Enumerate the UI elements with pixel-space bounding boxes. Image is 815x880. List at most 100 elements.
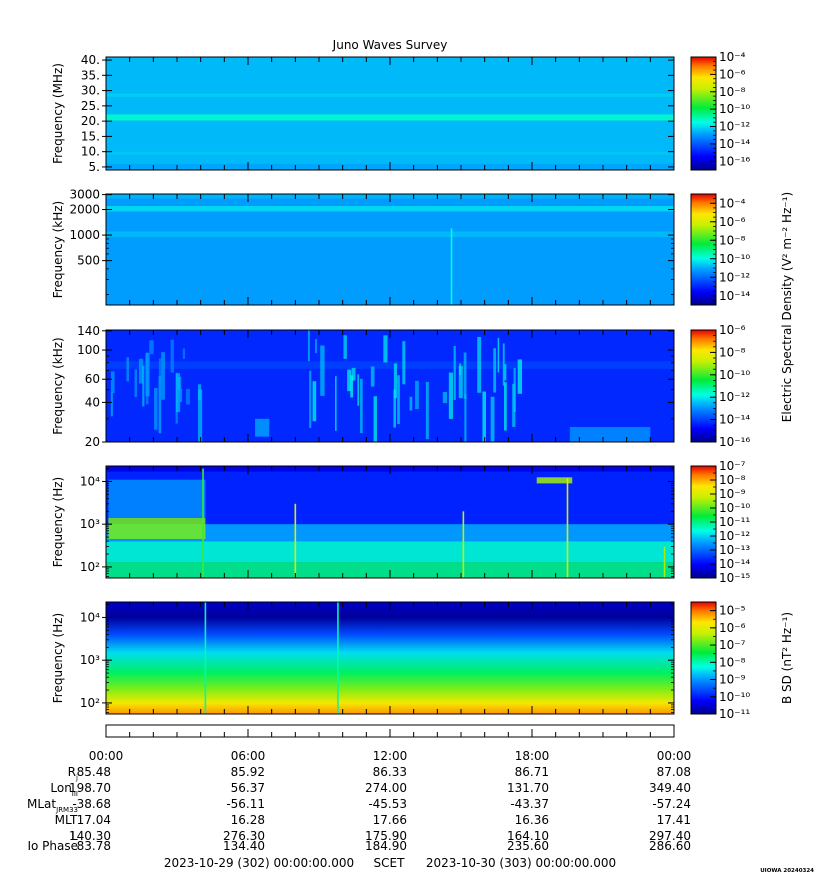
emission-band [106, 231, 674, 237]
spectrogram-image [106, 602, 674, 714]
emission-streak [448, 372, 453, 419]
emission-streak [179, 388, 183, 402]
colorbar-tick-label: 10⁻⁸ [719, 85, 746, 99]
emission-spike [337, 602, 339, 714]
version-stamp: UIOWA 20240324 [760, 868, 814, 874]
emission-band [106, 206, 674, 212]
colorbar-tick-label: 10⁻⁹ [719, 487, 746, 501]
intensity-background [106, 602, 674, 714]
ephemeris-value: 17.04 [77, 813, 111, 827]
y-tick-label: 10² [80, 696, 100, 710]
scet-label: SCET [374, 856, 406, 870]
emission-streak [185, 388, 190, 405]
spectrogram-image [106, 466, 674, 578]
spectrogram-image [106, 330, 674, 442]
ephemeris-value: 276.30 [223, 829, 265, 843]
ephemeris-value: 83.78 [77, 839, 111, 853]
y-axis: 5.10. 15.20.25.30. 35.40. Frequency (MHz) [51, 53, 674, 174]
y-tick-label: 10. [81, 145, 100, 159]
colorbar: 10⁻⁵ 10⁻⁶ 10⁻⁷ 10⁻⁸ 10⁻⁹ 10⁻¹⁰ 10⁻¹¹ B SD (nT² … [690, 601, 794, 721]
ephemeris-value: 16.28 [231, 813, 265, 827]
x-axis-ticks [105, 57, 675, 170]
emission-patch [255, 418, 270, 437]
y-tick-label: 15. [81, 129, 100, 143]
emission-streak [464, 394, 467, 442]
ephemeris-label-subscript: III [72, 790, 78, 798]
colorbar-tick-label: 10⁻⁷ [719, 638, 746, 652]
emission-streak [463, 352, 467, 399]
colorbar-tick-label: 10⁻¹⁴ [719, 289, 750, 303]
y-tick-label: 100 [77, 343, 100, 357]
y-tick-label: 2000 [69, 203, 100, 217]
colorbar-tick-label: 10⁻¹⁴ [719, 137, 750, 151]
emission-streak [497, 337, 500, 373]
emission-streak [360, 378, 363, 434]
emission-patch [108, 479, 206, 518]
x-axis-ticks [105, 330, 675, 442]
intensity-background [106, 194, 674, 305]
ephemeris-label-main: R [68, 765, 76, 779]
emission-patch [569, 427, 651, 442]
colorbar-scale [690, 193, 717, 306]
ephemeris-value: -56.11 [226, 797, 265, 811]
emission-streak [198, 389, 203, 442]
ephemeris-value: 17.41 [657, 813, 691, 827]
y-tick-label: 30. [81, 84, 100, 98]
y-tick-label: 20. [81, 114, 100, 128]
colorbar-tick-label: 10⁻¹⁰ [719, 368, 750, 382]
emission-streak [351, 367, 356, 381]
ephemeris-value: 235.60 [507, 839, 549, 853]
colorbar: 10⁻⁶ 10⁻⁸ 10⁻¹⁰ 10⁻¹² 10⁻¹⁴ 10⁻¹⁶ [690, 323, 750, 449]
emission-streak [504, 364, 507, 381]
ephemeris-label-main: MLT [55, 813, 78, 827]
colorbar-tick-label: 10⁻¹⁶ [719, 154, 750, 168]
y-axis-label: Frequency (MHz) [51, 63, 65, 164]
emission-band [106, 151, 674, 155]
emission-streak [182, 348, 186, 360]
emission-streak [373, 396, 377, 442]
spectrogram-image [106, 194, 674, 305]
y-tick-label: 1000 [69, 228, 100, 242]
ephemeris-label-main: Lon [50, 781, 71, 795]
emission-streak [393, 389, 396, 428]
y-tick-label: 500 [77, 254, 100, 268]
colorbar-tick-label: 10⁻⁶ [719, 215, 746, 229]
ephemeris-value: 85.92 [231, 765, 265, 779]
ephemeris-value: 175.90 [365, 829, 407, 843]
ephemeris-value: -38.68 [72, 797, 111, 811]
ephemeris-value: 56.37 [231, 781, 265, 795]
y-tick-label: 3000 [69, 188, 100, 202]
intensity-background [106, 57, 674, 170]
y-tick-label: 20 [85, 435, 100, 449]
spectrogram-image [106, 57, 674, 170]
colorbar-tick-label: 10⁻⁴ [719, 196, 746, 210]
y-axis-label: Frequency (Hz) [51, 477, 65, 568]
colorbar-tick-label: 10⁻¹⁴ [719, 557, 750, 571]
emission-streak [126, 357, 129, 382]
ephemeris-label-subscript: JRM33 [55, 806, 78, 814]
spectrogram-panel-1: 5.10. 15.20.25.30. 35.40. Frequency (MHz) 10… [51, 50, 750, 174]
emission-streak [142, 365, 145, 407]
emission-streak [458, 366, 463, 399]
emission-spike [462, 511, 465, 578]
emission-streak [158, 376, 162, 434]
colorbar-scale [690, 329, 717, 443]
ephemeris-value: -57.24 [652, 797, 691, 811]
colorbar-tick-label: 10⁻⁸ [719, 345, 746, 359]
colorbar-tick-label: 10⁻⁸ [719, 473, 746, 487]
y-tick-label: 35. [81, 68, 100, 82]
emission-spike [204, 602, 207, 714]
colorbar-tick-label: 10⁻¹² [719, 390, 750, 404]
emission-spike [294, 503, 297, 578]
emission-streak [175, 373, 181, 413]
y-tick-label: 10² [80, 560, 100, 574]
y-tick-label: 10³ [80, 517, 100, 531]
colorbar-tick-label: 10⁻¹⁶ [719, 435, 750, 449]
emission-streak [370, 366, 375, 387]
ephemeris-value: 297.40 [649, 829, 691, 843]
ephemeris-row-label: Io Phase [27, 839, 78, 853]
emission-spike [202, 468, 204, 578]
y-tick-label: 40. [81, 53, 100, 67]
colorbar: 10⁻⁴ 10⁻⁶ 10⁻⁸ 10⁻¹⁰ 10⁻¹² 10⁻¹⁴ 10⁻¹⁶ [690, 50, 750, 171]
